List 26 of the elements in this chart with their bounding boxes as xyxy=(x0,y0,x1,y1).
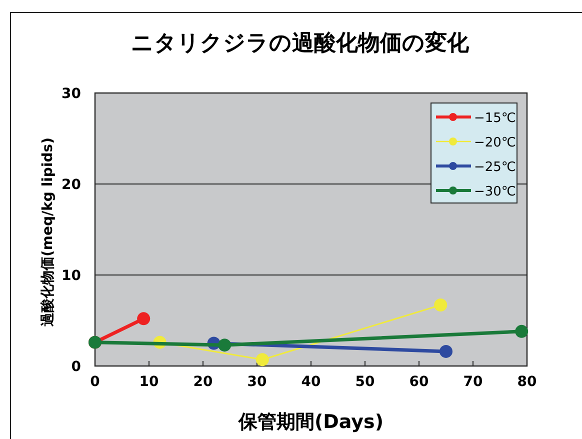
x-tick-label: 0 xyxy=(90,374,100,390)
x-tick-label: 20 xyxy=(193,374,213,390)
legend-label: −20℃ xyxy=(474,136,516,150)
point xyxy=(440,344,452,358)
y-tick-label: 30 xyxy=(62,86,82,102)
x-tick-label: 30 xyxy=(247,374,267,390)
x-tick-label: 50 xyxy=(355,374,375,390)
x-tick-label: 70 xyxy=(463,374,483,390)
point xyxy=(515,324,528,338)
y-tick-label: 10 xyxy=(62,268,82,284)
x-tick-label: 80 xyxy=(517,374,537,390)
point xyxy=(434,298,448,312)
legend-label: −25℃ xyxy=(474,160,516,175)
point xyxy=(137,312,150,326)
x-axis-title: 保管期間(Days) xyxy=(237,411,384,433)
x-tick-label: 40 xyxy=(301,374,321,390)
y-axis-title: 過酸化物価(meq/kg lipids) xyxy=(40,138,56,328)
x-tick-label: 60 xyxy=(409,374,429,390)
y-tick-label: 0 xyxy=(71,359,82,375)
point xyxy=(218,338,232,352)
legend-label: −15℃ xyxy=(474,111,516,126)
chart-title: ニタリクジラの過酸化物価の変化 xyxy=(131,30,470,56)
legend-label: −30℃ xyxy=(474,184,516,200)
y-tick-label: 20 xyxy=(62,177,82,193)
x-tick-label: 10 xyxy=(139,374,159,390)
point xyxy=(256,353,269,366)
